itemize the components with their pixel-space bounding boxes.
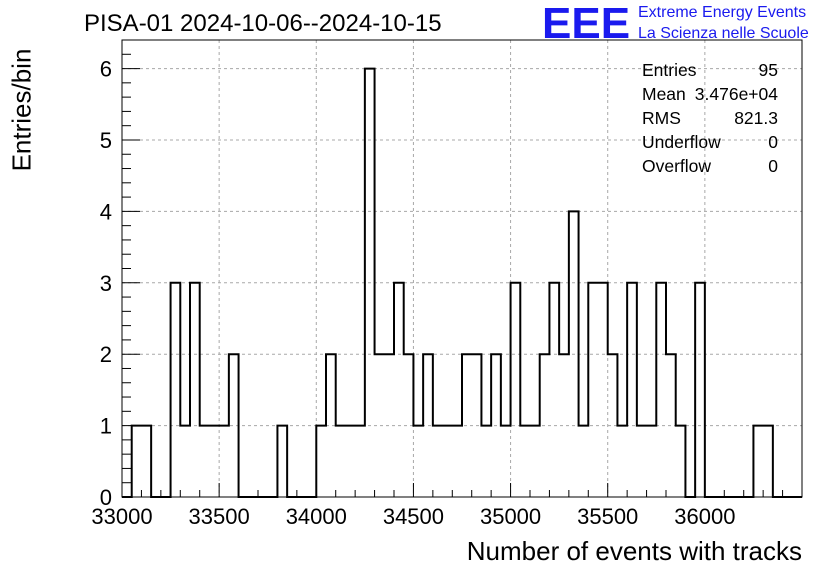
stat-row-entries: Entries 95	[640, 58, 782, 82]
histogram-bin	[404, 354, 414, 497]
x-tick-label: 35500	[577, 504, 638, 529]
y-tick-label: 2	[100, 342, 112, 367]
stat-value: 3.476e+04	[694, 84, 778, 104]
histogram-bin	[219, 426, 229, 497]
histogram-bin	[190, 283, 200, 497]
histogram-bin	[617, 426, 627, 497]
y-tick-label: 3	[100, 271, 112, 296]
histogram-bin	[481, 426, 491, 497]
histogram-bin	[355, 426, 365, 497]
x-tick-label: 36000	[674, 504, 735, 529]
histogram-bin	[666, 354, 676, 497]
histogram-bin	[520, 426, 530, 497]
histogram-bin	[598, 283, 608, 497]
histogram-bin	[472, 354, 482, 497]
histogram-bin	[394, 283, 404, 497]
histogram-bin	[384, 354, 394, 497]
histogram-bin	[345, 426, 355, 497]
histogram-bin	[375, 354, 385, 497]
stat-label: Overflow	[642, 156, 712, 176]
histogram-bin	[365, 69, 375, 497]
y-tick-label: 6	[100, 57, 112, 82]
eee-logo-mark: EEE	[542, 0, 631, 48]
histogram-bin	[200, 426, 210, 497]
histogram-bin	[608, 354, 618, 497]
histogram-bin	[462, 354, 472, 497]
histogram-bin	[695, 283, 705, 497]
histogram-bin	[326, 354, 336, 497]
stat-label: Underflow	[642, 132, 721, 152]
histogram-bin	[413, 426, 423, 497]
logo-line-2: La Scienza nelle Scuole	[638, 25, 809, 42]
histogram-bin	[491, 354, 501, 497]
histogram-bin	[452, 426, 462, 497]
y-tick-label: 0	[100, 485, 112, 510]
x-tick-label: 33500	[189, 504, 250, 529]
histogram-bin	[530, 426, 540, 497]
stat-value: 0	[768, 132, 778, 152]
x-tick-label: 35000	[480, 504, 541, 529]
histogram-bin	[656, 283, 666, 497]
eee-logo: EEE Extreme Energy Events La Scienza nel…	[542, 2, 832, 46]
histogram-bin	[588, 283, 598, 497]
histogram-bin	[637, 426, 647, 497]
x-tick-label: 34000	[286, 504, 347, 529]
histogram-bin	[336, 426, 346, 497]
stat-label: Entries	[642, 60, 697, 80]
histogram-bin	[277, 426, 287, 497]
histogram-bin	[511, 283, 521, 497]
stat-row-overflow: Overflow 0	[640, 154, 782, 178]
histogram-bin	[676, 426, 686, 497]
stat-row-underflow: Underflow 0	[640, 130, 782, 154]
x-tick-label: 33000	[91, 504, 152, 529]
logo-line-1: Extreme Energy Events	[638, 4, 807, 21]
histogram-bin	[141, 426, 151, 497]
histogram-bin	[627, 283, 637, 497]
histogram-bin	[316, 426, 326, 497]
stat-value: 821.3	[734, 108, 778, 128]
stat-row-mean: Mean 3.476e+04	[640, 82, 782, 106]
histogram-bin	[423, 354, 433, 497]
chart-title: PISA-01 2024-10-06--2024-10-15	[84, 10, 442, 37]
histogram-line	[122, 67, 802, 498]
stat-label: RMS	[642, 108, 681, 128]
y-tick-label: 5	[100, 128, 112, 153]
histogram-bin	[753, 426, 763, 497]
histogram-bin	[569, 211, 579, 497]
histogram-bin	[559, 354, 569, 497]
histogram-bin	[647, 426, 657, 497]
histogram-bin	[132, 426, 142, 497]
stat-value: 95	[758, 60, 778, 80]
stat-label: Mean	[642, 84, 686, 104]
histogram-bin	[579, 426, 589, 497]
histogram-bin	[209, 426, 219, 497]
histogram-bin	[540, 354, 550, 497]
x-axis-label: Number of events with tracks	[466, 536, 802, 566]
histogram-bin	[549, 283, 559, 497]
histogram-bin	[180, 426, 190, 497]
histogram-bin	[171, 283, 181, 497]
y-tick-label: 4	[100, 199, 112, 224]
stats-box: Entries 95 Mean 3.476e+04 RMS 821.3 Unde…	[640, 58, 782, 178]
histogram-bin	[433, 426, 443, 497]
x-tick-label: 34500	[383, 504, 444, 529]
histogram-bin	[443, 426, 453, 497]
histogram-bin	[763, 426, 773, 497]
plot-frame	[121, 39, 803, 498]
histogram-bin	[229, 354, 239, 497]
histogram-bin	[501, 426, 511, 497]
stat-value: 0	[768, 156, 778, 176]
y-tick-label: 1	[100, 414, 112, 439]
stat-row-rms: RMS 821.3	[640, 106, 782, 130]
